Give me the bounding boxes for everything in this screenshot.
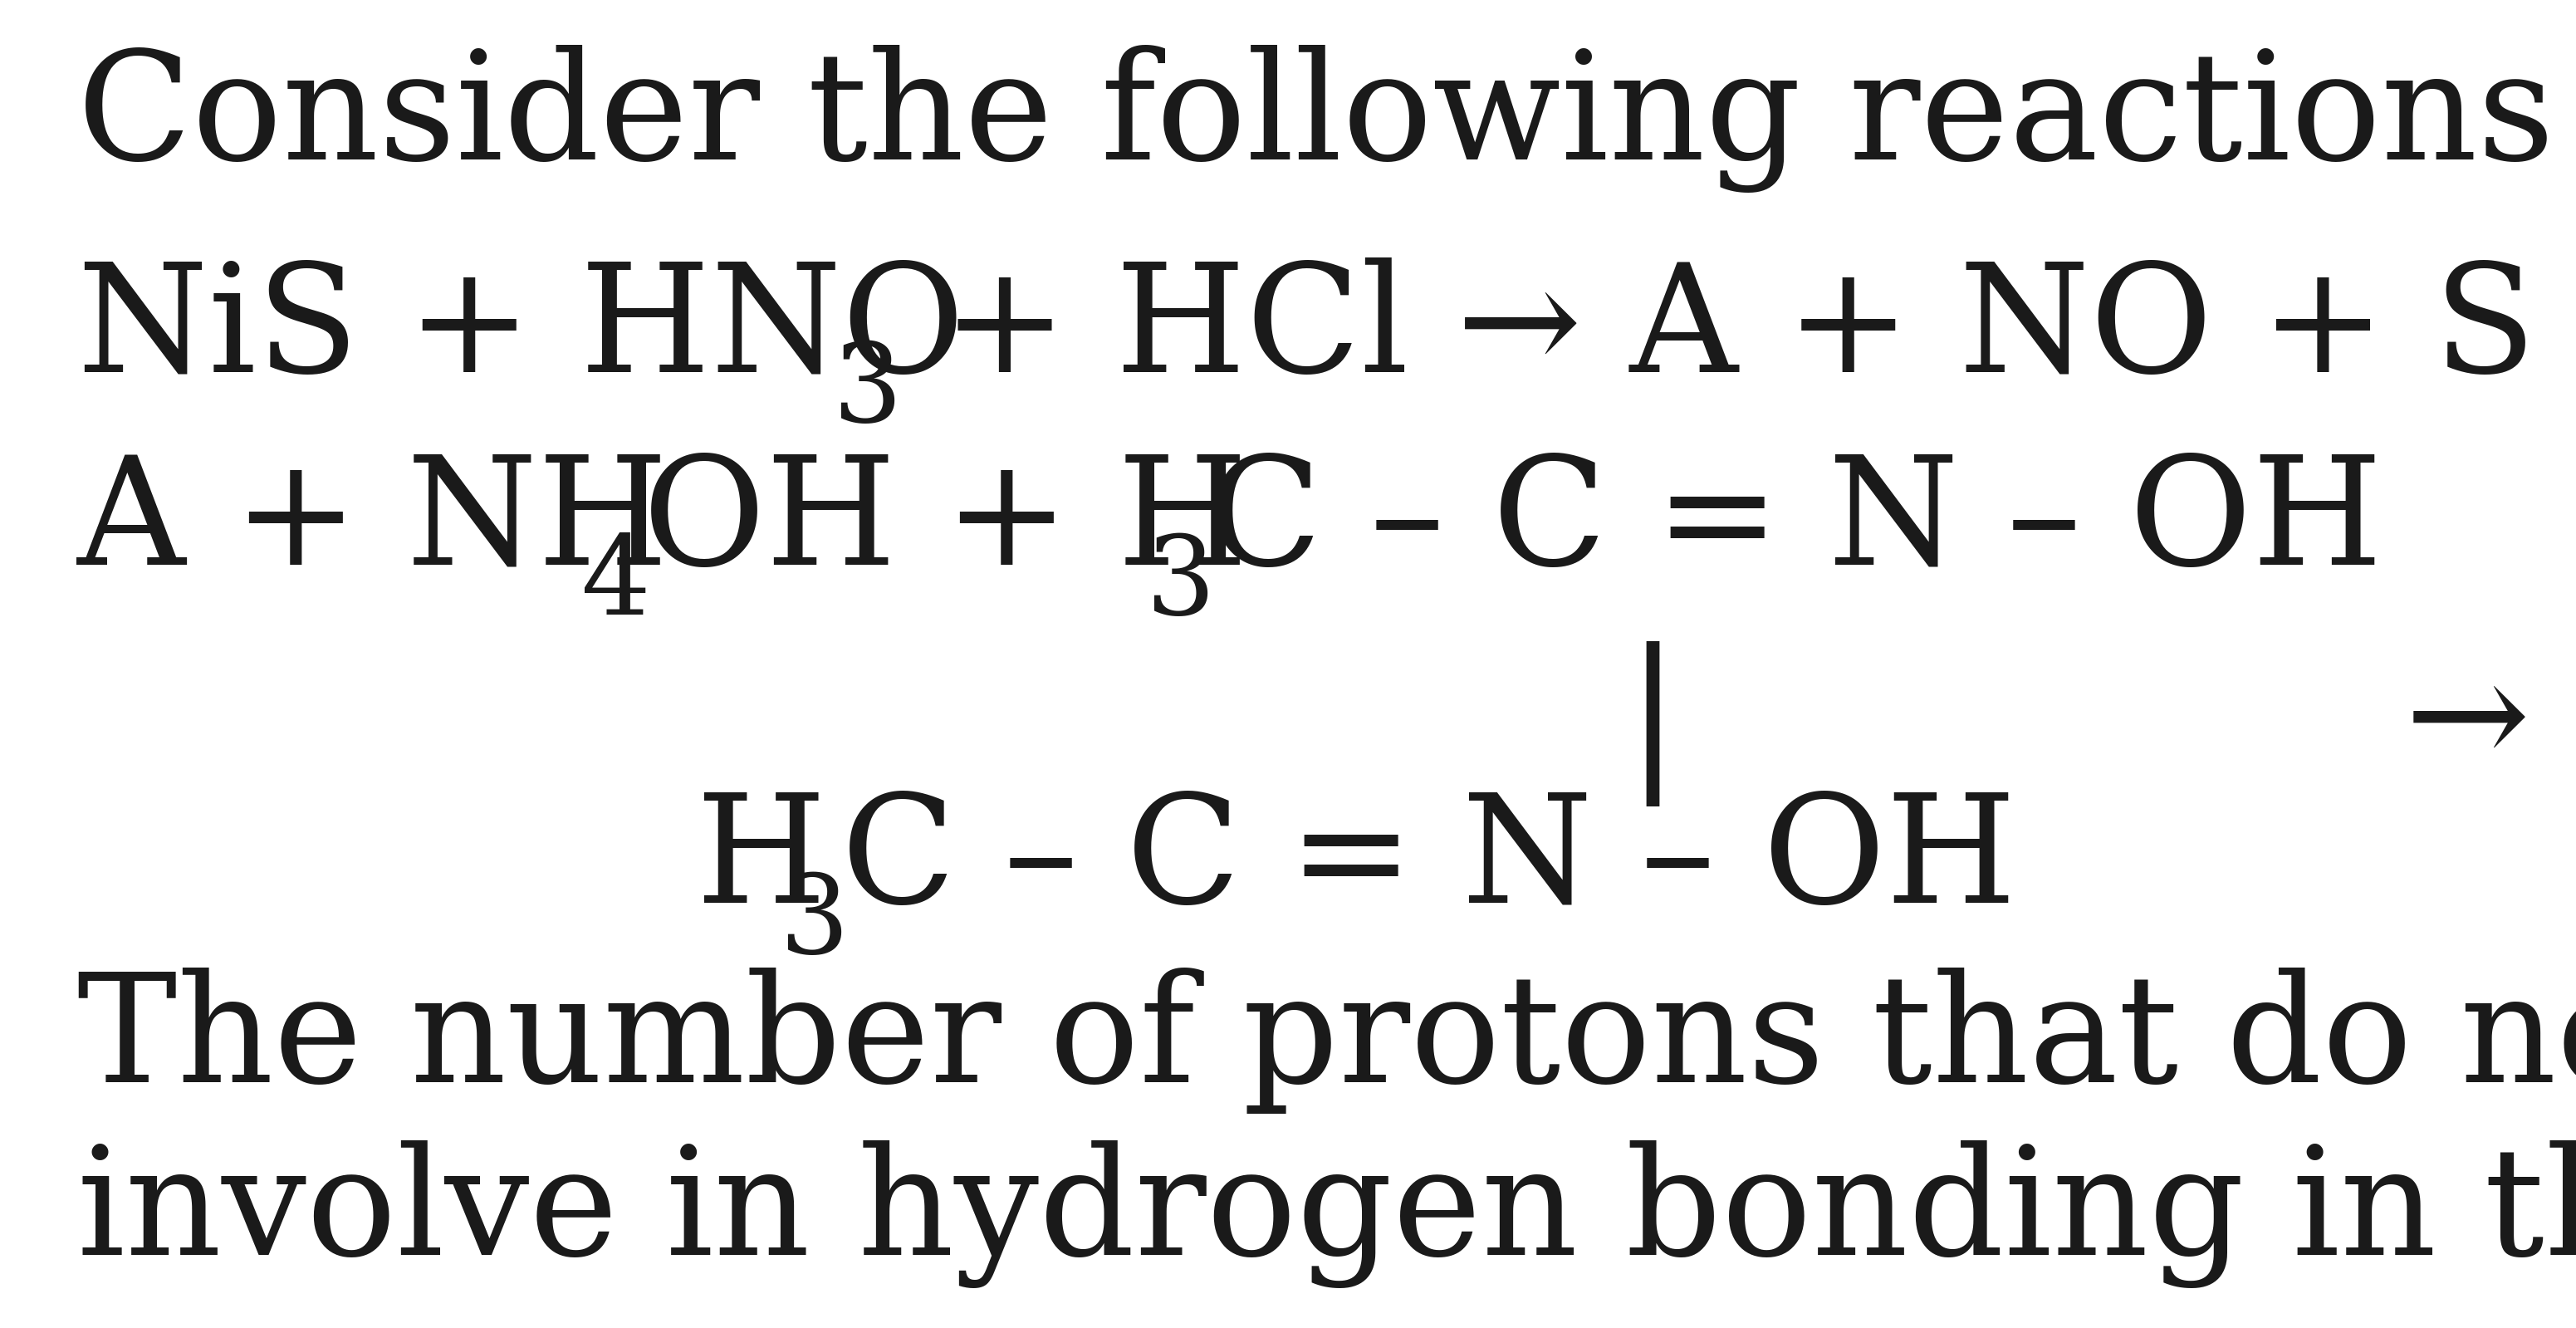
Text: 3: 3: [1146, 531, 1216, 639]
Text: →: →: [2406, 651, 2530, 797]
Text: 3: 3: [781, 870, 850, 977]
Text: 3: 3: [832, 339, 902, 446]
Text: The number of protons that do not: The number of protons that do not: [77, 968, 2576, 1114]
Text: C – C = N – OH: C – C = N – OH: [840, 789, 2017, 935]
Text: involve in hydrogen bonding in the: involve in hydrogen bonding in the: [77, 1141, 2576, 1288]
Text: OH + H: OH + H: [641, 450, 1247, 596]
Text: H: H: [696, 789, 827, 935]
Text: 4: 4: [582, 531, 652, 639]
Text: NiS + HNO: NiS + HNO: [77, 258, 963, 404]
Text: C – C = N – OH: C – C = N – OH: [1208, 450, 2383, 596]
Text: A + NH: A + NH: [77, 450, 667, 596]
Text: |: |: [1625, 641, 1680, 806]
Text: Consider the following reactions: Consider the following reactions: [77, 45, 2555, 193]
Text: + HCl → A + NO + S + H: + HCl → A + NO + S + H: [894, 258, 2576, 404]
